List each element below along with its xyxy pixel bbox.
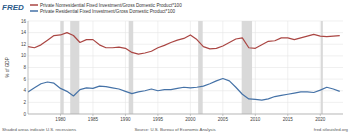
series-line xyxy=(28,33,340,55)
recession-band xyxy=(198,21,203,114)
y-tick-label: 6 xyxy=(23,77,26,82)
footer-note: Shaded areas indicate U.S. recessions xyxy=(2,127,76,132)
legend-label: Private Residential Fixed Investment/Gro… xyxy=(40,9,176,14)
x-tick-label: 2010 xyxy=(250,117,261,122)
plot-area xyxy=(28,21,343,114)
footer-site: fred.stlouisfed.org xyxy=(314,127,349,132)
footer-source: Source: U.S. Bureau of Economic Analysis xyxy=(134,127,215,132)
plot-marks xyxy=(28,21,340,114)
x-tick-label: 1985 xyxy=(88,117,99,122)
y-tick-label: 14 xyxy=(21,30,27,35)
chart: FRED Private Nonresidential Fixed Investm… xyxy=(0,0,350,135)
legend-swatch xyxy=(30,10,38,12)
y-tick-label: 8 xyxy=(23,65,26,70)
recession-band xyxy=(242,21,252,114)
y-axis-label: % of GDP xyxy=(5,57,10,77)
x-tick-label: 2015 xyxy=(283,117,294,122)
recession-band xyxy=(129,21,134,114)
x-tick-label: 1990 xyxy=(120,117,131,122)
logo: FRED xyxy=(2,3,24,12)
grid-line xyxy=(287,21,288,114)
y-tick-label: 10 xyxy=(21,53,27,58)
legend-label: Private Nonresidential Fixed Investment/… xyxy=(40,3,182,8)
x-tick-label: 1995 xyxy=(153,117,164,122)
x-tick-label: 2005 xyxy=(218,117,229,122)
y-tick-label: 2 xyxy=(23,100,26,105)
x-tick-label: 2000 xyxy=(185,117,196,122)
y-axis xyxy=(28,21,29,114)
y-tick-label: 16 xyxy=(21,19,27,24)
x-axis xyxy=(28,114,343,115)
grid-line xyxy=(125,21,126,114)
y-tick-label: 0 xyxy=(23,112,26,117)
grid-line xyxy=(157,21,158,114)
recession-band xyxy=(321,21,323,114)
x-tick-label: 1980 xyxy=(55,117,66,122)
legend-swatch xyxy=(30,4,38,6)
grid-line xyxy=(92,21,93,114)
grid-line xyxy=(222,21,223,114)
series-line xyxy=(28,79,340,101)
y-tick-label: 12 xyxy=(21,42,27,47)
x-tick-label: 2020 xyxy=(315,117,326,122)
grid-line xyxy=(320,21,321,114)
y-tick-label: 4 xyxy=(23,88,26,93)
